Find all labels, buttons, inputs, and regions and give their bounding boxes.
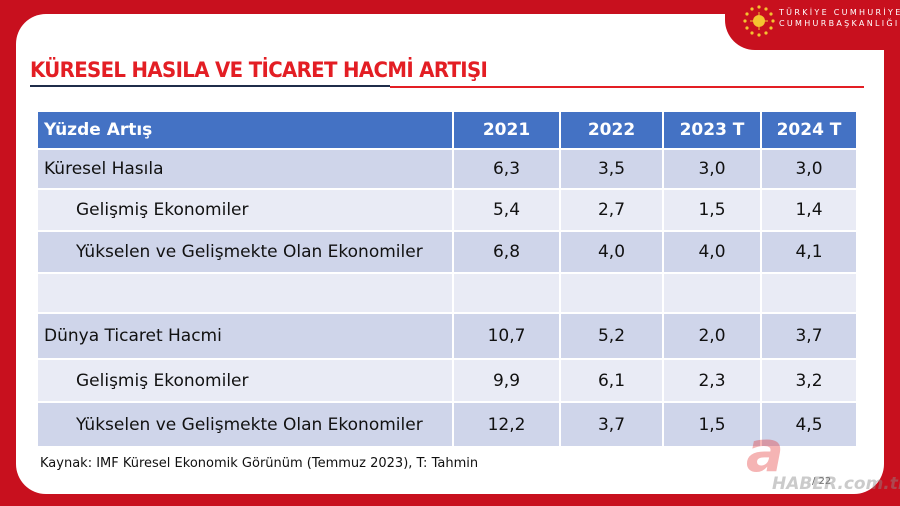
cell-value: 6,1 (561, 360, 662, 401)
cell-value: 2,3 (664, 360, 760, 401)
cell-value: 4,1 (762, 232, 856, 272)
table-header-row: Yüzde Artış 2021 2022 2023 T 2024 T (38, 112, 856, 148)
cell-value: 3,2 (762, 360, 856, 401)
growth-table: Yüzde Artış 2021 2022 2023 T 2024 T Küre… (36, 110, 858, 448)
table-row: Gelişmiş Ekonomiler 5,4 2,7 1,5 1,4 (38, 190, 856, 230)
watermark-logo: a (746, 420, 784, 485)
row-label: Gelişmiş Ekonomiler (38, 190, 452, 230)
row-label: Küresel Hasıla (38, 150, 452, 188)
table-row: Yükselen ve Gelişmekte Olan Ekonomiler 6… (38, 232, 856, 272)
cell-value: 5,2 (561, 314, 662, 358)
cell-value: 4,0 (561, 232, 662, 272)
cell-value: 6,8 (454, 232, 559, 272)
table-row: Yükselen ve Gelişmekte Olan Ekonomiler 1… (38, 403, 856, 446)
cell-value: 10,7 (454, 314, 559, 358)
cell-value (561, 274, 662, 312)
row-label: Yükselen ve Gelişmekte Olan Ekonomiler (38, 403, 452, 446)
table-row: Dünya Ticaret Hacmi 10,7 5,2 2,0 3,7 (38, 314, 856, 358)
title-underline-red (390, 86, 864, 88)
year-header: 2021 (454, 112, 559, 148)
cell-value: 9,9 (454, 360, 559, 401)
slide-title: KÜRESEL HASILA VE TİCARET HACMİ ARTIŞI (30, 58, 488, 82)
cell-value: 2,0 (664, 314, 760, 358)
row-label: Gelişmiş Ekonomiler (38, 360, 452, 401)
cell-value: 3,0 (762, 150, 856, 188)
cell-value: 4,5 (762, 403, 856, 446)
header-label: Yüzde Artış (38, 112, 452, 148)
cell-value: 5,4 (454, 190, 559, 230)
cell-value: 1,5 (664, 190, 760, 230)
cell-value (664, 274, 760, 312)
cell-value: 1,5 (664, 403, 760, 446)
cell-value: 3,0 (664, 150, 760, 188)
brand-text: TÜRKİYE CUMHURİYETİ CUMHURBAŞKANLIĞI (779, 7, 900, 29)
cell-value: 12,2 (454, 403, 559, 446)
row-label (38, 274, 452, 312)
header-tab: TÜRKİYE CUMHURİYETİ CUMHURBAŞKANLIĞI (725, 0, 900, 50)
page-number: / 22 (812, 476, 832, 487)
cell-value: 6,3 (454, 150, 559, 188)
cell-value: 3,5 (561, 150, 662, 188)
year-header: 2022 (561, 112, 662, 148)
presidential-seal-icon (743, 5, 775, 37)
table-row: Gelişmiş Ekonomiler 9,9 6,1 2,3 3,2 (38, 360, 856, 401)
cell-value (762, 274, 856, 312)
table-row: Küresel Hasıla 6,3 3,5 3,0 3,0 (38, 150, 856, 188)
cell-value (454, 274, 559, 312)
cell-value: 4,0 (664, 232, 760, 272)
source-note: Kaynak: IMF Küresel Ekonomik Görünüm (Te… (40, 456, 479, 471)
cell-value: 1,4 (762, 190, 856, 230)
year-header: 2023 T (664, 112, 760, 148)
cell-value: 3,7 (561, 403, 662, 446)
watermark-text: HABER.com.tr (772, 474, 900, 494)
row-label: Dünya Ticaret Hacmi (38, 314, 452, 358)
cell-value: 3,7 (762, 314, 856, 358)
brand-line-2: CUMHURBAŞKANLIĞI (779, 19, 900, 28)
title-underline-dark (30, 85, 390, 87)
row-label: Yükselen ve Gelişmekte Olan Ekonomiler (38, 232, 452, 272)
brand-line-1: TÜRKİYE CUMHURİYETİ (779, 8, 900, 17)
year-header: 2024 T (762, 112, 856, 148)
cell-value: 2,7 (561, 190, 662, 230)
table-row-empty (38, 274, 856, 312)
